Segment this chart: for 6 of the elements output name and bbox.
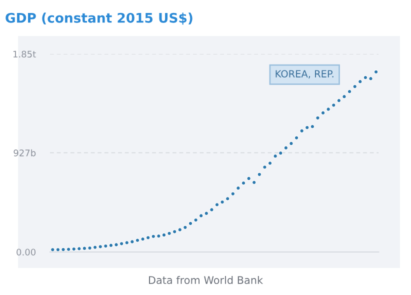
y-tick-label: 1.85t [13, 50, 36, 58]
y-tick-label: 927b [14, 149, 36, 156]
text: Data from World Bank [148, 276, 263, 284]
chart-title: GDP (constant 2015 US$) [6, 12, 192, 25]
y-tick-label: 0.00 [16, 248, 36, 256]
series-label: KOREA, REP. [276, 70, 334, 78]
